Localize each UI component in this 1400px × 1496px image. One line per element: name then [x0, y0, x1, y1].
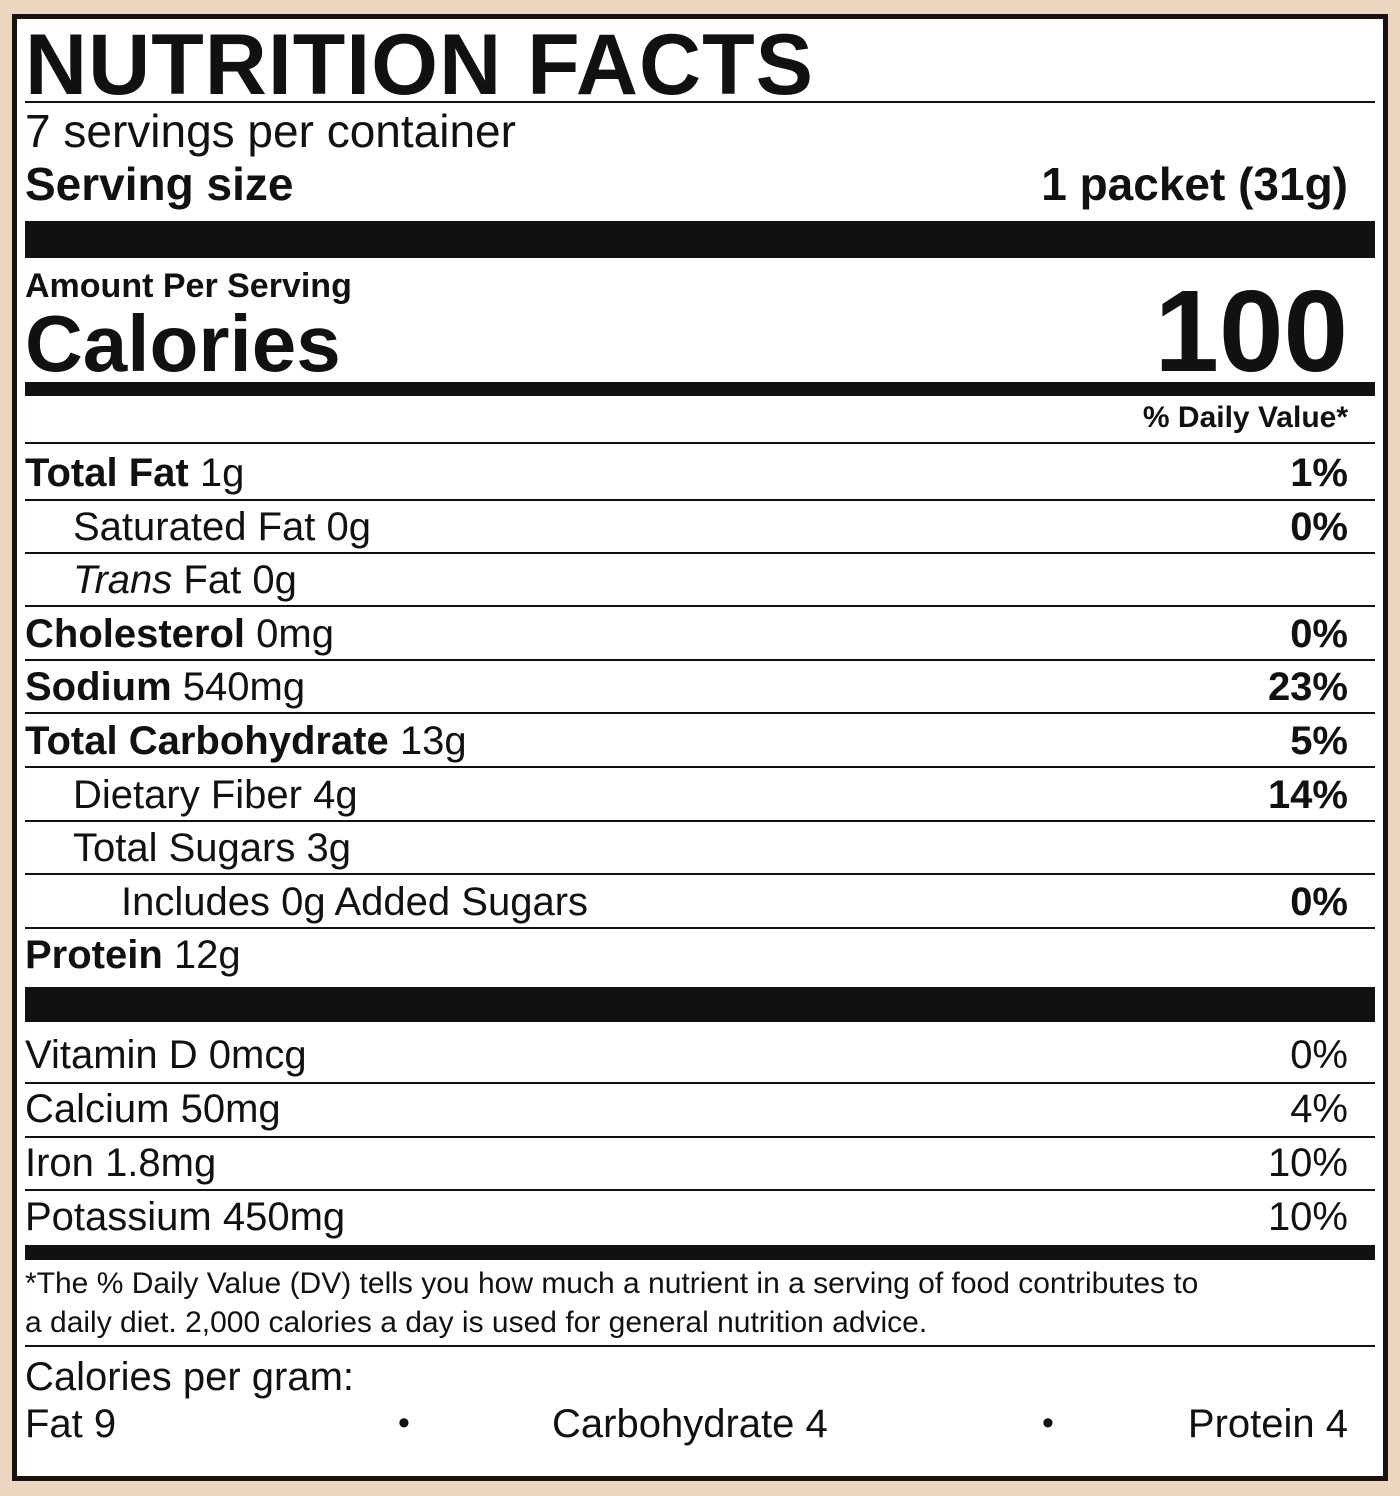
- nutrient-dv: 0%: [1290, 880, 1348, 924]
- nutrient-amount: 13g: [399, 719, 467, 763]
- calories-per-gram-protein: Protein 4: [1187, 1402, 1348, 1446]
- vitamin-amount: 450mg: [222, 1195, 346, 1239]
- nutrient-row-trans-fat: Trans Fat 0g: [0, 553, 1400, 607]
- nutrient-name: Total Carbohydrate: [25, 719, 389, 763]
- calories-value: 100: [1154, 266, 1348, 396]
- divider: [25, 605, 1375, 607]
- nutrient-amount: 3g: [306, 826, 351, 870]
- serving-size-value: 1 packet (31g): [1041, 158, 1348, 210]
- vitamin-name: Vitamin D: [25, 1033, 198, 1077]
- divider: [25, 499, 1375, 501]
- divider: [25, 552, 1375, 554]
- nutrient-row-sodium: Sodium 540mg 23%: [0, 660, 1400, 714]
- vitamin-name: Calcium: [25, 1087, 170, 1131]
- divider: [25, 927, 1375, 929]
- nutrient-name: Includes 0g Added Sugars: [121, 880, 589, 924]
- label-title: NUTRITION FACTS: [25, 17, 814, 113]
- divider: [25, 101, 1375, 103]
- divider: [25, 442, 1375, 444]
- divider: [25, 1136, 1375, 1138]
- divider: [25, 820, 1375, 822]
- footnote-line-2: a daily diet. 2,000 calories a day is us…: [25, 1306, 928, 1339]
- nutrient-row-total-carbohydrate: Total Carbohydrate 13g 5%: [0, 714, 1400, 768]
- vitamin-name: Potassium: [25, 1195, 212, 1239]
- divider: [25, 659, 1375, 661]
- vitamin-amount: 1.8mg: [105, 1141, 217, 1185]
- vitamin-name: Iron: [25, 1141, 94, 1185]
- divider: [25, 766, 1375, 768]
- medium-bar: [25, 382, 1375, 396]
- separator-dot: •: [398, 1404, 410, 1442]
- footnote-line-1: *The % Daily Value (DV) tells you how mu…: [25, 1267, 1199, 1300]
- nutrient-row-saturated-fat: Saturated Fat 0g 0%: [0, 500, 1400, 554]
- nutrient-name: Total Sugars: [73, 826, 296, 870]
- nutrient-amount: 0mg: [256, 612, 334, 656]
- nutrient-amount: 0g: [326, 505, 372, 549]
- amount-per-serving: Amount Per Serving: [25, 267, 352, 305]
- divider: [25, 1082, 1375, 1084]
- thick-bar: [25, 221, 1375, 258]
- divider: [25, 873, 1375, 875]
- nutrient-row-dietary-fiber: Dietary Fiber 4g 14%: [0, 768, 1400, 822]
- calories-label: Calories: [25, 299, 341, 388]
- servings-per-container: 7 servings per container: [25, 105, 516, 157]
- vitamin-amount: 50mg: [180, 1087, 281, 1131]
- nutrient-dv: 5%: [1290, 719, 1348, 763]
- nutrient-name: Protein: [25, 933, 163, 977]
- daily-value-header: % Daily Value*: [1142, 401, 1348, 434]
- vitamin-dv: 0%: [1290, 1033, 1348, 1077]
- nutrient-amount: 1g: [199, 451, 245, 495]
- vitamin-amount: 0mcg: [208, 1033, 307, 1077]
- vitamin-row-vitamin-d: Vitamin D 0mcg 0%: [0, 1028, 1400, 1082]
- nutrition-label-panel: [12, 14, 1388, 1481]
- vitamin-dv: 4%: [1290, 1087, 1348, 1131]
- nutrient-amount: 540mg: [182, 665, 306, 709]
- nutrient-name: Fat: [183, 558, 242, 602]
- nutrient-amount: 12g: [173, 933, 241, 977]
- divider: [25, 712, 1375, 714]
- calories-per-gram-carbohydrate: Carbohydrate 4: [552, 1402, 828, 1446]
- vitamin-dv: 10%: [1267, 1141, 1348, 1185]
- divider: [25, 1345, 1375, 1347]
- nutrient-name: Cholesterol: [25, 612, 246, 656]
- calories-per-gram-label: Calories per gram:: [25, 1355, 355, 1399]
- vitamin-row-potassium: Potassium 450mg 10%: [0, 1190, 1400, 1244]
- vitamin-row-calcium: Calcium 50mg 4%: [0, 1082, 1400, 1136]
- nutrient-dv: 23%: [1267, 665, 1348, 709]
- vitamin-row-iron: Iron 1.8mg 10%: [0, 1136, 1400, 1190]
- serving-size-label: Serving size: [25, 158, 294, 210]
- nutrient-amount: 4g: [313, 773, 358, 817]
- nutrient-row-total-fat: Total Fat 1g 1%: [0, 446, 1400, 500]
- nutrient-dv: 1%: [1290, 451, 1348, 495]
- vitamin-dv: 10%: [1267, 1195, 1348, 1239]
- nutrient-name-italic: Trans: [73, 558, 173, 602]
- nutrient-row-total-sugars: Total Sugars 3g: [0, 821, 1400, 875]
- nutrient-row-added-sugars: Includes 0g Added Sugars 0%: [0, 875, 1400, 929]
- nutrient-row-cholesterol: Cholesterol 0mg 0%: [0, 607, 1400, 661]
- nutrient-dv: 14%: [1267, 773, 1348, 817]
- nutrient-dv: 0%: [1290, 612, 1348, 656]
- nutrient-row-protein: Protein 12g: [0, 928, 1400, 982]
- medium-bar: [25, 1245, 1375, 1260]
- nutrient-name: Total Fat: [25, 451, 189, 495]
- nutrient-name: Saturated Fat: [73, 505, 316, 549]
- calories-per-gram-fat: Fat 9: [25, 1402, 117, 1446]
- nutrient-dv: 0%: [1290, 505, 1348, 549]
- divider: [25, 1189, 1375, 1191]
- nutrient-name: Dietary Fiber: [73, 773, 302, 817]
- thick-bar: [25, 987, 1375, 1022]
- nutrient-amount: 0g: [252, 558, 297, 602]
- nutrient-name: Sodium: [25, 665, 172, 709]
- separator-dot: •: [1042, 1404, 1054, 1442]
